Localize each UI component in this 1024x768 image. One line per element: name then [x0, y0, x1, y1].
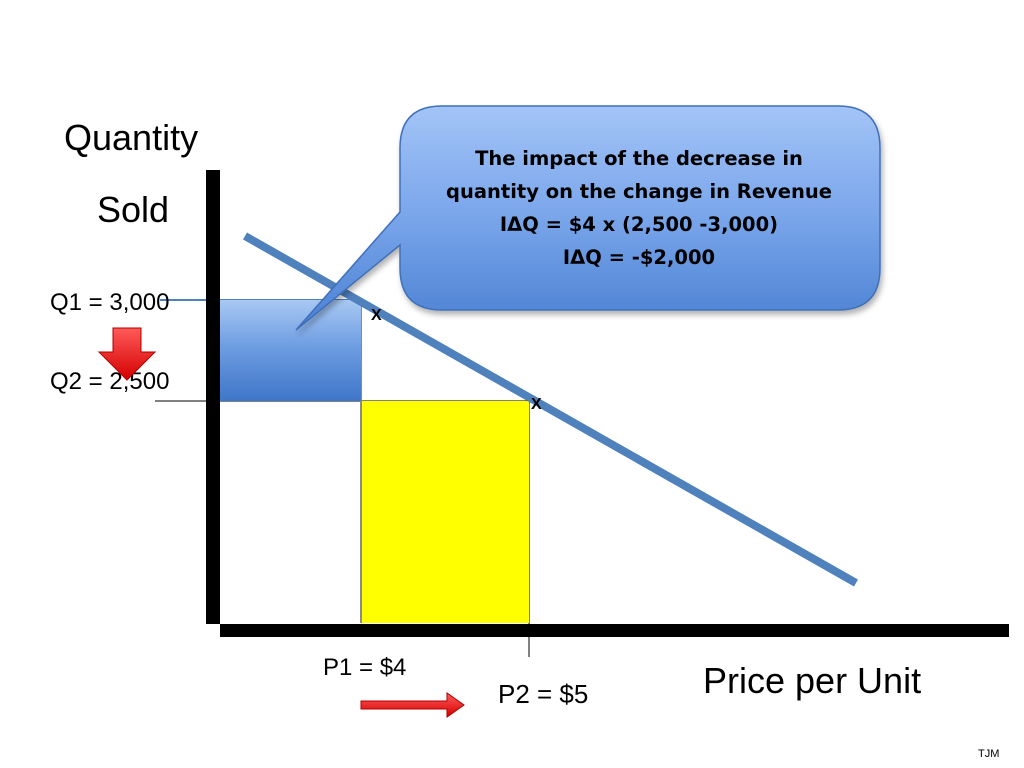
y-axis-label-line1: Quantity [64, 117, 198, 158]
p2-label: P2 = $5 [498, 679, 588, 709]
callout-line-4: IΔQ = -$2,000 [562, 246, 716, 269]
marker-q1-p1: X [371, 307, 382, 324]
yellow-revenue-rect [361, 401, 529, 623]
p1-label: P1 = $4 [323, 654, 406, 681]
footer-initials: TJM [978, 748, 999, 760]
callout-text: The impact of the decrease in quantity o… [404, 142, 874, 274]
q2-label: Q2 = 2,500 [50, 368, 169, 395]
callout-bubble [295, 105, 881, 331]
callout-line-2: quantity on the change in Revenue [446, 180, 832, 203]
callout-line-3: IΔQ = $4 x (2,500 -3,000) [499, 213, 779, 236]
x-axis [220, 624, 1009, 637]
q1-label: Q1 = 3,000 [50, 289, 169, 316]
demand-line [243, 232, 858, 587]
y-axis [206, 170, 220, 624]
y-axis-label-line2: Sold [97, 189, 169, 230]
marker-q2-p2: X [531, 396, 542, 413]
callout-line-1: The impact of the decrease in [475, 147, 803, 170]
quantity-decrease-arrow-icon [97, 327, 157, 381]
blue-revenue-rect [220, 300, 361, 401]
price-increase-arrow-icon [360, 692, 465, 718]
x-axis-label: Price per Unit [703, 660, 921, 701]
